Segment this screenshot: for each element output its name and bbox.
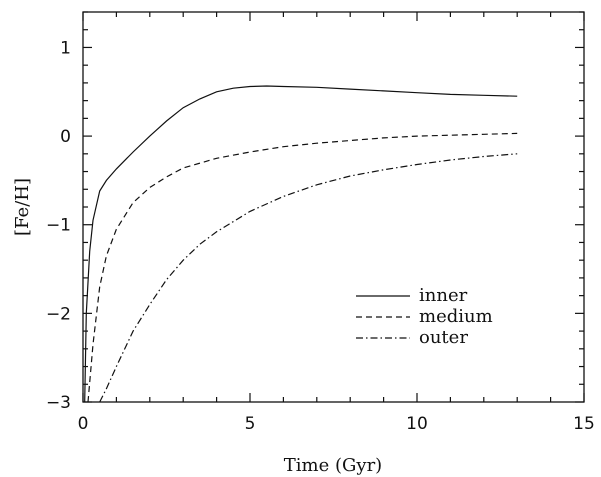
x-axis-label: Time (Gyr) xyxy=(284,455,382,476)
plot-frame xyxy=(82,11,585,403)
y-tick-label: 1 xyxy=(60,38,71,58)
x-tick-label: 10 xyxy=(406,414,428,434)
plot-area xyxy=(82,11,585,403)
series-line-inner xyxy=(84,85,518,403)
y-tick-label: −3 xyxy=(46,393,71,413)
legend-label-medium: medium xyxy=(419,306,493,327)
x-tick-label: 5 xyxy=(245,414,256,434)
legend-label-outer: outer xyxy=(419,327,468,348)
series-line-outer xyxy=(99,153,518,403)
x-tick-label: 0 xyxy=(78,414,89,434)
axis-ticks: 0 5 10 15 −3 −2 −1 0 1 xyxy=(46,11,595,434)
y-axis-label: [Fe/H] xyxy=(12,178,33,236)
series-group xyxy=(84,85,518,403)
series-line-medium xyxy=(87,132,518,403)
legend-label-inner: inner xyxy=(419,285,468,306)
y-tick-label: −2 xyxy=(46,304,71,324)
y-tick-label: 0 xyxy=(60,127,71,147)
y-tick-label: −1 xyxy=(46,216,71,236)
x-tick-label: 15 xyxy=(573,414,595,434)
